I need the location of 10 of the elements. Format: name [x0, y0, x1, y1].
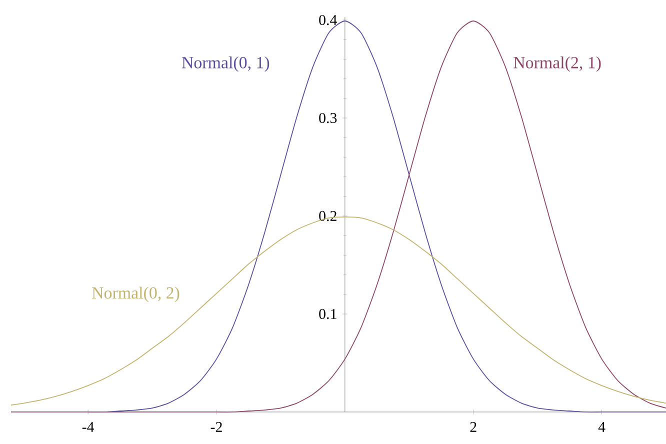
series-label: Normal(0, 2): [92, 286, 180, 302]
y-tick-label: 0.4: [319, 14, 337, 26]
text: Normal(0, 1): [182, 56, 270, 72]
y-tick-label: 0.1: [319, 308, 336, 320]
y-tick-label: 0.3: [319, 112, 337, 124]
x-tick-label: -2: [210, 422, 222, 432]
series-label: Normal(2, 1): [514, 56, 601, 72]
x-tick-label: 2: [470, 422, 476, 432]
x-tick-label: -4: [82, 422, 94, 432]
x-tick-label: 4: [598, 422, 606, 432]
